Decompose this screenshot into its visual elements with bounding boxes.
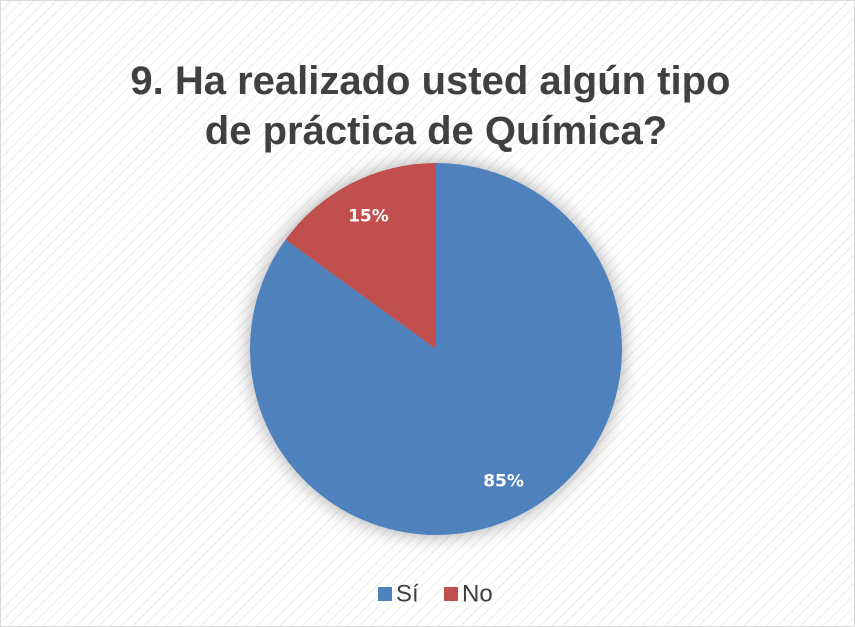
- title-line: de práctica de Química?: [205, 109, 667, 153]
- legend-swatch: [444, 587, 458, 601]
- legend-label: Sí: [396, 580, 419, 607]
- pie: [250, 163, 622, 535]
- data-label: 85%: [483, 472, 524, 492]
- chart-title: 9. Ha realizado usted algún tipo de prác…: [130, 59, 741, 153]
- data-label: 15%: [348, 206, 389, 226]
- pie-slice: [285, 163, 436, 349]
- legend-swatch: [378, 587, 392, 601]
- legend-label: No: [462, 580, 493, 607]
- title-line: 9. Ha realizado usted algún tipo: [130, 59, 730, 103]
